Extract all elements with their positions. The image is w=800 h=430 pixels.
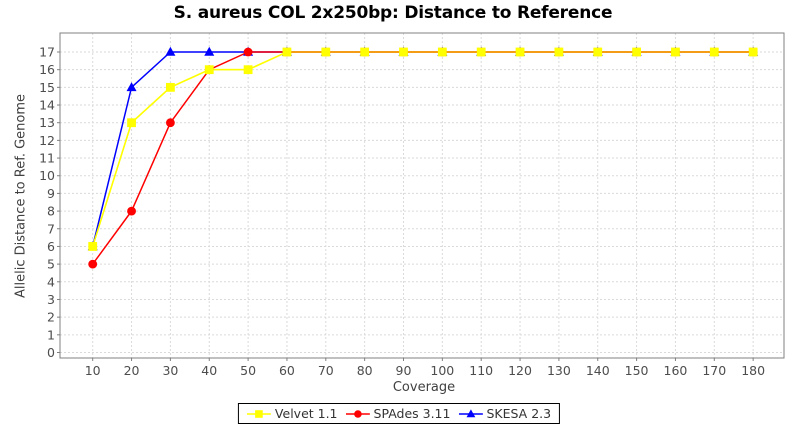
svg-text:30: 30 [162, 363, 178, 378]
svg-text:110: 110 [469, 363, 493, 378]
svg-text:120: 120 [508, 363, 532, 378]
chart-title: S. aureus COL 2x250bp: Distance to Refer… [173, 3, 613, 23]
svg-text:3: 3 [47, 292, 55, 307]
legend-label-skesa: SKESA 2.3 [486, 406, 552, 421]
svg-text:160: 160 [664, 363, 688, 378]
legend-item-skesa: SKESA 2.3 [458, 406, 551, 421]
svg-text:4: 4 [47, 274, 55, 289]
svg-text:11: 11 [39, 151, 55, 166]
svg-text:70: 70 [318, 363, 334, 378]
legend-marker-triangle-icon [458, 408, 483, 417]
svg-text:10: 10 [39, 168, 55, 183]
svg-text:20: 20 [124, 363, 140, 378]
svg-text:9: 9 [47, 186, 55, 201]
svg-text:14: 14 [39, 98, 55, 113]
svg-text:13: 13 [39, 115, 55, 130]
svg-text:140: 140 [586, 363, 610, 378]
svg-text:7: 7 [47, 221, 55, 236]
legend-item-velvet: Velvet 1.1 [246, 406, 338, 421]
svg-text:130: 130 [547, 363, 571, 378]
series-markers-0 [88, 47, 758, 251]
legend-marker-circle-icon [345, 409, 370, 418]
svg-text:100: 100 [430, 363, 454, 378]
svg-text:0: 0 [47, 345, 55, 360]
x-axis-label: Coverage [392, 380, 456, 395]
tick-marks [57, 51, 754, 361]
legend: Velvet 1.1 SPAdes 3.11 SKESA 2.3 [237, 403, 561, 424]
svg-text:90: 90 [396, 363, 412, 378]
svg-text:12: 12 [39, 133, 55, 148]
svg-text:40: 40 [201, 363, 217, 378]
svg-text:150: 150 [625, 363, 649, 378]
svg-text:180: 180 [741, 363, 765, 378]
svg-text:5: 5 [47, 257, 55, 272]
legend-item-spades: SPAdes 3.11 [345, 406, 451, 421]
svg-text:60: 60 [279, 363, 295, 378]
svg-text:15: 15 [39, 80, 55, 95]
legend-marker-square-icon [246, 409, 271, 418]
svg-text:80: 80 [357, 363, 373, 378]
svg-text:170: 170 [702, 363, 726, 378]
series-line-overlap-blend [91, 51, 754, 247]
svg-text:8: 8 [47, 204, 55, 219]
svg-text:16: 16 [39, 62, 55, 77]
x-tick-labels: 10 20 30 40 50 60 70 80 90 100 110 120 130 140 150 160 1… [85, 363, 765, 378]
svg-text:6: 6 [47, 239, 55, 254]
legend-label-velvet: Velvet 1.1 [274, 406, 338, 421]
plot-border [59, 32, 785, 359]
legend-label-spades: SPAdes 3.11 [373, 406, 451, 421]
svg-text:50: 50 [240, 363, 256, 378]
svg-text:17: 17 [39, 45, 55, 60]
svg-text:10: 10 [85, 363, 101, 378]
svg-text:1: 1 [47, 327, 55, 342]
svg-text:2: 2 [47, 310, 55, 325]
